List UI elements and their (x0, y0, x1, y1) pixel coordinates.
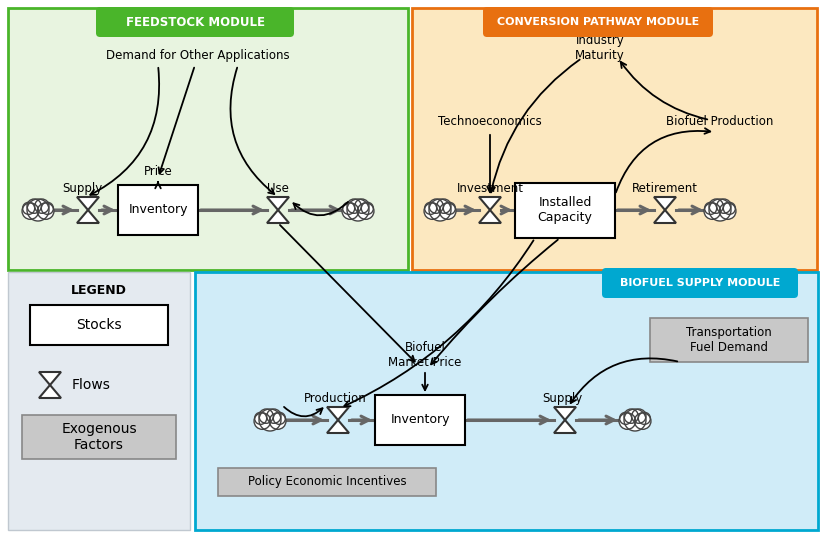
Polygon shape (554, 420, 576, 433)
Circle shape (22, 203, 39, 220)
Text: Inventory: Inventory (128, 203, 188, 216)
Text: CONVERSION PATHWAY MODULE: CONVERSION PATHWAY MODULE (497, 17, 699, 27)
Circle shape (27, 199, 41, 213)
Polygon shape (479, 197, 501, 210)
Circle shape (724, 202, 735, 215)
Text: Price: Price (144, 165, 172, 178)
Text: Technoeconomics: Technoeconomics (438, 115, 542, 128)
Circle shape (347, 199, 369, 221)
Circle shape (357, 203, 374, 220)
Circle shape (709, 199, 724, 213)
Circle shape (624, 409, 639, 423)
Bar (118, 185, 198, 235)
Circle shape (425, 202, 436, 215)
Text: Investment: Investment (456, 182, 524, 195)
Circle shape (27, 199, 49, 221)
Circle shape (443, 202, 455, 215)
Circle shape (342, 203, 359, 220)
Text: Demand for Other Applications: Demand for Other Applications (106, 48, 290, 61)
Polygon shape (554, 407, 576, 420)
Circle shape (429, 199, 443, 213)
Bar (218, 468, 436, 496)
Text: BIOFUEL SUPPLY MODULE: BIOFUEL SUPPLY MODULE (620, 278, 780, 288)
FancyBboxPatch shape (483, 7, 713, 37)
Circle shape (273, 412, 285, 424)
Text: Use: Use (267, 182, 289, 195)
Circle shape (632, 409, 646, 423)
Circle shape (634, 413, 651, 429)
Text: Policy Economic Incentives: Policy Economic Incentives (248, 476, 406, 489)
Polygon shape (327, 407, 349, 420)
Polygon shape (327, 420, 349, 433)
Bar (22, 415, 176, 459)
Text: Supply: Supply (62, 182, 102, 195)
Bar (8, 272, 190, 530)
Bar (650, 318, 808, 362)
Text: Transportation
Fuel Demand: Transportation Fuel Demand (686, 326, 772, 354)
Text: Biofuel
Market Price: Biofuel Market Price (389, 341, 462, 369)
Circle shape (429, 199, 451, 221)
Circle shape (254, 413, 271, 429)
Circle shape (705, 202, 717, 215)
FancyBboxPatch shape (96, 7, 294, 37)
Text: Production: Production (304, 392, 366, 405)
Circle shape (424, 203, 441, 220)
Polygon shape (77, 197, 99, 210)
Bar (195, 272, 818, 530)
Circle shape (361, 202, 374, 215)
Circle shape (347, 199, 361, 213)
Text: Retirement: Retirement (632, 182, 698, 195)
Bar (375, 395, 465, 445)
Polygon shape (654, 210, 676, 223)
Circle shape (259, 409, 281, 431)
Text: Inventory: Inventory (390, 414, 450, 427)
FancyBboxPatch shape (602, 268, 798, 298)
Circle shape (704, 203, 720, 220)
Bar (30, 305, 168, 345)
Circle shape (270, 413, 286, 429)
Circle shape (619, 413, 635, 429)
Circle shape (41, 202, 54, 215)
Circle shape (355, 199, 369, 213)
Polygon shape (267, 210, 289, 223)
Text: Supply: Supply (542, 392, 582, 405)
Polygon shape (39, 372, 61, 385)
Circle shape (266, 409, 281, 423)
Polygon shape (39, 385, 61, 398)
Bar (515, 183, 615, 238)
Circle shape (22, 202, 35, 215)
Circle shape (639, 412, 650, 424)
Polygon shape (267, 197, 289, 210)
Bar (412, 8, 817, 270)
Text: Industry
Maturity: Industry Maturity (575, 34, 625, 62)
Circle shape (35, 199, 49, 213)
Circle shape (436, 199, 451, 213)
Text: Installed
Capacity: Installed Capacity (538, 196, 592, 224)
Circle shape (259, 409, 273, 423)
Circle shape (709, 199, 731, 221)
Text: Exogenous
Factors: Exogenous Factors (61, 422, 137, 452)
Polygon shape (77, 210, 99, 223)
Circle shape (624, 409, 646, 431)
Text: FEEDSTOCK MODULE: FEEDSTOCK MODULE (125, 16, 265, 29)
Text: Flows: Flows (72, 378, 111, 392)
Polygon shape (479, 210, 501, 223)
Text: Stocks: Stocks (76, 318, 122, 332)
Text: Biofuel Production: Biofuel Production (667, 115, 774, 128)
Circle shape (440, 203, 456, 220)
Polygon shape (654, 197, 676, 210)
Circle shape (719, 203, 736, 220)
Circle shape (620, 412, 632, 424)
Bar (8, 8, 408, 270)
Circle shape (37, 203, 54, 220)
Circle shape (255, 412, 266, 424)
Circle shape (342, 202, 355, 215)
Circle shape (717, 199, 731, 213)
Text: LEGEND: LEGEND (71, 284, 127, 296)
